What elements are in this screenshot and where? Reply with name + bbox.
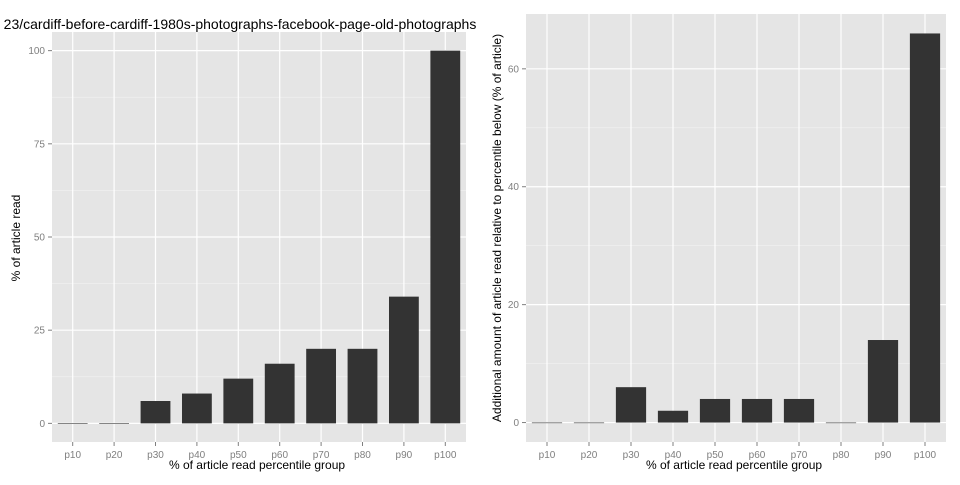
right-chart-panel: 0 20 40 60 p10 p20 p30 p40 p50 p60 p70 p80 p90 p100 % …	[490, 14, 946, 472]
x-tick-label: p20	[581, 450, 598, 461]
y-tick-label: 40	[508, 182, 520, 193]
bar-p20	[99, 423, 130, 424]
x-tick-label: p50	[230, 450, 247, 461]
x-tick-label: p40	[189, 450, 206, 461]
y-axis-title: Additional amount of article read relati…	[490, 34, 504, 422]
bar-p70	[783, 398, 815, 423]
x-tick-label: p80	[833, 450, 850, 461]
x-tick-label: p90	[396, 450, 413, 461]
chart-title: 23/cardiff-before-cardiff-1980s-photogra…	[4, 16, 477, 32]
bar-p80	[347, 348, 378, 424]
x-tick-label: p100	[434, 450, 457, 461]
x-tick-label: p70	[313, 450, 330, 461]
y-tick-label: 0	[39, 419, 45, 430]
bar-p50	[699, 398, 731, 423]
bar-p50	[223, 378, 254, 424]
bar-p100	[909, 33, 941, 423]
bar-p20	[573, 422, 605, 424]
y-axis-title: % of article read	[9, 195, 23, 282]
x-tick-label: p10	[64, 450, 81, 461]
bar-p10	[57, 423, 88, 424]
x-tick-label: p40	[665, 450, 682, 461]
bar-p100	[430, 50, 461, 424]
x-tick-label: p30	[623, 450, 640, 461]
y-tick-label: 25	[34, 326, 46, 337]
bar-p40	[657, 410, 689, 423]
x-tick-label: p60	[271, 450, 288, 461]
bar-p60	[264, 363, 295, 424]
x-tick-label: p70	[791, 450, 808, 461]
bar-p30	[615, 387, 647, 423]
x-tick-label: p30	[147, 450, 164, 461]
y-tick-label: 0	[513, 418, 519, 429]
y-tick-label: 50	[34, 233, 46, 244]
y-tick-label: 75	[34, 139, 46, 150]
bar-p10	[531, 422, 563, 424]
x-axis-title: % of article read percentile group	[646, 458, 822, 472]
x-axis-title: % of article read percentile group	[169, 458, 345, 472]
bar-p90	[867, 340, 899, 423]
left-chart-panel: 0 25 50 75 100 p10 p20 p30 p40 p50 p60 p70 p80 p90 p10…	[4, 16, 477, 472]
bar-p60	[741, 398, 773, 423]
x-tick-label: p100	[914, 450, 937, 461]
bar-p90	[388, 296, 419, 424]
y-tick-label: 20	[508, 300, 520, 311]
bar-p40	[181, 393, 212, 424]
x-tick-label: p60	[749, 450, 766, 461]
bar-p30	[140, 401, 171, 424]
x-tick-label: p90	[875, 450, 892, 461]
x-tick-label: p80	[354, 450, 371, 461]
bar-p70	[306, 348, 337, 424]
y-tick-label: 100	[28, 46, 45, 57]
bar-p80	[825, 422, 857, 424]
x-tick-label: p10	[539, 450, 556, 461]
x-tick-label: p50	[707, 450, 724, 461]
y-tick-label: 60	[508, 64, 520, 75]
x-tick-label: p20	[106, 450, 123, 461]
